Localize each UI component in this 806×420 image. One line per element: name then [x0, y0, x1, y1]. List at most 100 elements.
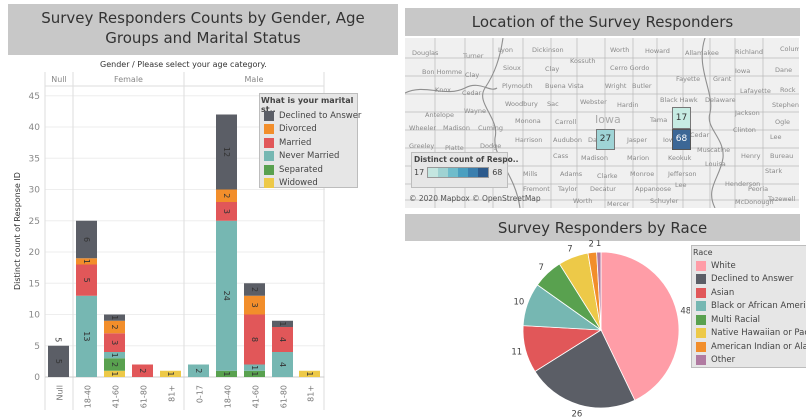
group-header-male: Male [245, 75, 264, 84]
legend-item[interactable]: Separated [261, 163, 356, 177]
county-label: Douglas [412, 49, 439, 57]
legend-swatch [696, 314, 706, 325]
county-label: Wheeler [409, 124, 437, 132]
county-label: Audubon [553, 136, 583, 144]
bar-data-label: 1 [110, 315, 119, 320]
legend-item[interactable]: White [693, 259, 806, 273]
marital-status-legend[interactable]: What is your marital st.. Declined to An… [259, 93, 361, 191]
bar-data-label: 1 [305, 371, 314, 376]
ramp-step [478, 168, 489, 177]
legend-swatch [696, 301, 706, 312]
bar-segment-married[interactable] [76, 264, 97, 296]
county-label: Tama [650, 116, 668, 124]
x-tick-label: 81+ [307, 385, 316, 402]
bar-segment-declined-to-answer[interactable] [104, 314, 125, 321]
bar-segment-divorced[interactable] [76, 258, 97, 265]
legend-label: Divorced [279, 124, 317, 135]
bar-segment-declined-to-answer[interactable] [272, 320, 293, 327]
bar-data-label: 2 [194, 368, 203, 373]
legend-item[interactable]: Other [693, 354, 806, 368]
bar-segment-divorced[interactable] [216, 189, 237, 203]
legend-item[interactable]: Asian [693, 286, 806, 300]
county-label: Cass [553, 152, 569, 160]
county-label: Jefferson [668, 170, 697, 178]
legend-title: What is your marital st.. [261, 96, 354, 114]
bar-data-label: 5 [54, 359, 63, 364]
county-label: Dickinson [532, 46, 564, 54]
bar-data-label: 3 [110, 340, 119, 345]
county-label: Platte [445, 144, 464, 152]
county-label: Jasper [627, 136, 648, 144]
bar-segment-divorced[interactable] [244, 295, 265, 315]
county-marker-68[interactable]: 68 [672, 129, 691, 150]
bar-data-label: 2 [110, 362, 119, 367]
y-tick-label: 5 [34, 342, 40, 352]
bar-data-label: 24 [222, 291, 231, 301]
map-color-legend[interactable]: Distinct count of Respo.. 17 68 [411, 152, 519, 188]
bar-segment-separated[interactable] [216, 370, 237, 377]
map[interactable]: Douglas Turner Lyon Dickinson Worth Howard All… [405, 38, 799, 208]
bar-segment-divorced[interactable] [104, 320, 125, 334]
legend-item[interactable]: Declined to Answer [693, 273, 806, 287]
bar-segment-separated[interactable] [244, 370, 265, 377]
bar-segment-married[interactable] [272, 327, 293, 352]
legend-item[interactable]: Multi Racial [693, 313, 806, 327]
county-label: Howard [645, 47, 670, 55]
pie-slice-white[interactable] [600, 251, 680, 401]
legend-item[interactable]: Never Married [261, 150, 356, 164]
legend-label: White [711, 260, 736, 271]
bar-segment-declined-to-answer[interactable] [48, 345, 69, 377]
bar-segment-married[interactable] [216, 202, 237, 221]
bar-data-label: 2 [110, 324, 119, 329]
legend-item[interactable]: Declined to Answer [261, 109, 361, 123]
bar-segment-never-married[interactable] [244, 364, 265, 371]
bar-segment-widowed[interactable] [160, 370, 181, 377]
bar-data-label: 13 [82, 331, 91, 341]
legend-item[interactable]: Married [261, 136, 356, 150]
pie-slice-declined-to-answer[interactable] [534, 329, 636, 409]
county-label: Jackson [735, 109, 760, 117]
bar-segment-declined-to-answer[interactable] [244, 283, 265, 296]
county-marker-17[interactable]: 17 [672, 107, 691, 129]
county-label: Henry [741, 152, 761, 160]
county-label: Woodbury [505, 100, 538, 108]
bar-segment-widowed[interactable] [104, 370, 125, 377]
county-label: Worth [610, 46, 630, 54]
bar-segment-declined-to-answer[interactable] [216, 114, 237, 190]
county-label: Carroll [555, 118, 577, 126]
x-tick-label: 0-17 [196, 385, 205, 403]
bar-segment-never-married[interactable] [104, 352, 125, 359]
bar-segment-never-married[interactable] [216, 220, 237, 371]
pie-slice-other[interactable] [596, 251, 602, 331]
bar-data-label: 2 [250, 287, 259, 292]
legend-item[interactable]: Divorced [261, 123, 356, 137]
legend-swatch [264, 164, 274, 175]
bar-segment-married[interactable] [132, 364, 153, 378]
bar-segment-declined-to-answer[interactable] [76, 220, 97, 259]
county-marker-27[interactable]: 27 [596, 129, 615, 150]
bar-data-label: 6 [82, 237, 91, 242]
bar-segment-widowed[interactable] [299, 370, 320, 377]
county-label: Decatur [590, 185, 616, 193]
county-label: Fremont [523, 185, 550, 193]
legend-item[interactable]: Widowed [261, 177, 356, 191]
bar-segment-separated[interactable] [104, 358, 125, 371]
legend-label: Native Hawaiian or Pacif.. [711, 328, 806, 339]
bar-segment-married[interactable] [104, 333, 125, 352]
x-tick-label: Null [56, 385, 65, 401]
bar-segment-never-married[interactable] [188, 364, 209, 378]
county-label: Bon Homme [422, 68, 463, 76]
legend-item[interactable]: American Indian or Alas.. [693, 340, 806, 354]
bar-segment-never-married[interactable] [272, 352, 293, 377]
pie-chart: 48 26 11 10 7 7 2 1 [511, 240, 690, 420]
county-label: Antelope [425, 111, 455, 119]
bar-segment-never-married[interactable] [76, 295, 97, 377]
map-legend-title: Distinct count of Respo.. [414, 155, 519, 164]
county-label: Madison [581, 154, 609, 162]
bar-segment-married[interactable] [244, 314, 265, 365]
legend-item[interactable]: Black or African American [693, 300, 806, 314]
race-legend[interactable]: Race White Declined to Answer Asian Black o… [691, 245, 806, 368]
bar-data-label: 5 [82, 278, 91, 283]
legend-item[interactable]: Native Hawaiian or Pacif.. [693, 327, 806, 341]
county-label: Schuyler [650, 197, 679, 205]
